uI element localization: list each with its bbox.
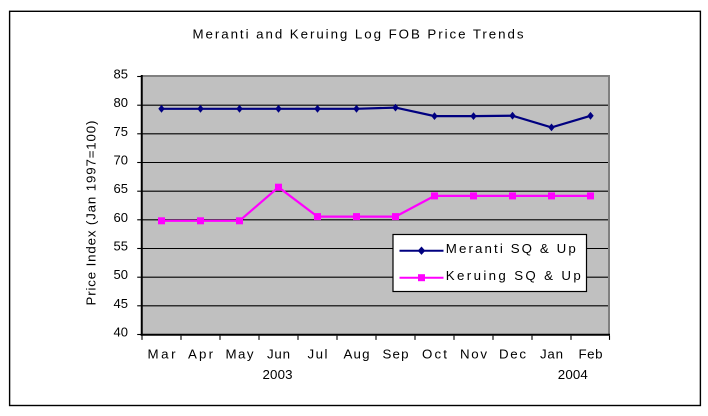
- svg-text:Oct: Oct: [422, 347, 447, 362]
- svg-text:80: 80: [114, 95, 128, 110]
- svg-text:2004: 2004: [558, 367, 588, 382]
- svg-text:40: 40: [114, 325, 128, 340]
- svg-text:50: 50: [114, 267, 128, 282]
- svg-text:Apr: Apr: [188, 347, 214, 362]
- svg-text:Keruing SQ & Up: Keruing SQ & Up: [446, 268, 581, 283]
- svg-text:70: 70: [114, 153, 128, 168]
- svg-text:Nov: Nov: [460, 347, 487, 362]
- svg-text:Aug: Aug: [344, 347, 370, 362]
- svg-text:Meranti and Keruing Log FOB Pr: Meranti and Keruing Log FOB Price Trends: [193, 26, 524, 41]
- svg-text:2003: 2003: [263, 367, 293, 382]
- svg-text:55: 55: [114, 239, 128, 254]
- svg-text:Meranti SQ & Up: Meranti SQ & Up: [446, 241, 576, 256]
- svg-text:85: 85: [114, 67, 128, 82]
- svg-text:Dec: Dec: [499, 347, 526, 362]
- svg-text:Sep: Sep: [383, 347, 409, 362]
- svg-text:65: 65: [114, 181, 128, 196]
- svg-text:Feb: Feb: [579, 347, 603, 362]
- svg-text:Jan: Jan: [540, 347, 563, 362]
- svg-text:Mar: Mar: [148, 347, 177, 362]
- svg-text:Jul: Jul: [308, 347, 328, 362]
- svg-text:Jun: Jun: [267, 347, 290, 362]
- svg-text:60: 60: [114, 210, 128, 225]
- svg-text:45: 45: [114, 296, 128, 311]
- svg-text:May: May: [226, 347, 254, 362]
- svg-text:Price Index (Jan 1997=100): Price Index (Jan 1997=100): [84, 121, 99, 306]
- svg-text:75: 75: [114, 124, 128, 139]
